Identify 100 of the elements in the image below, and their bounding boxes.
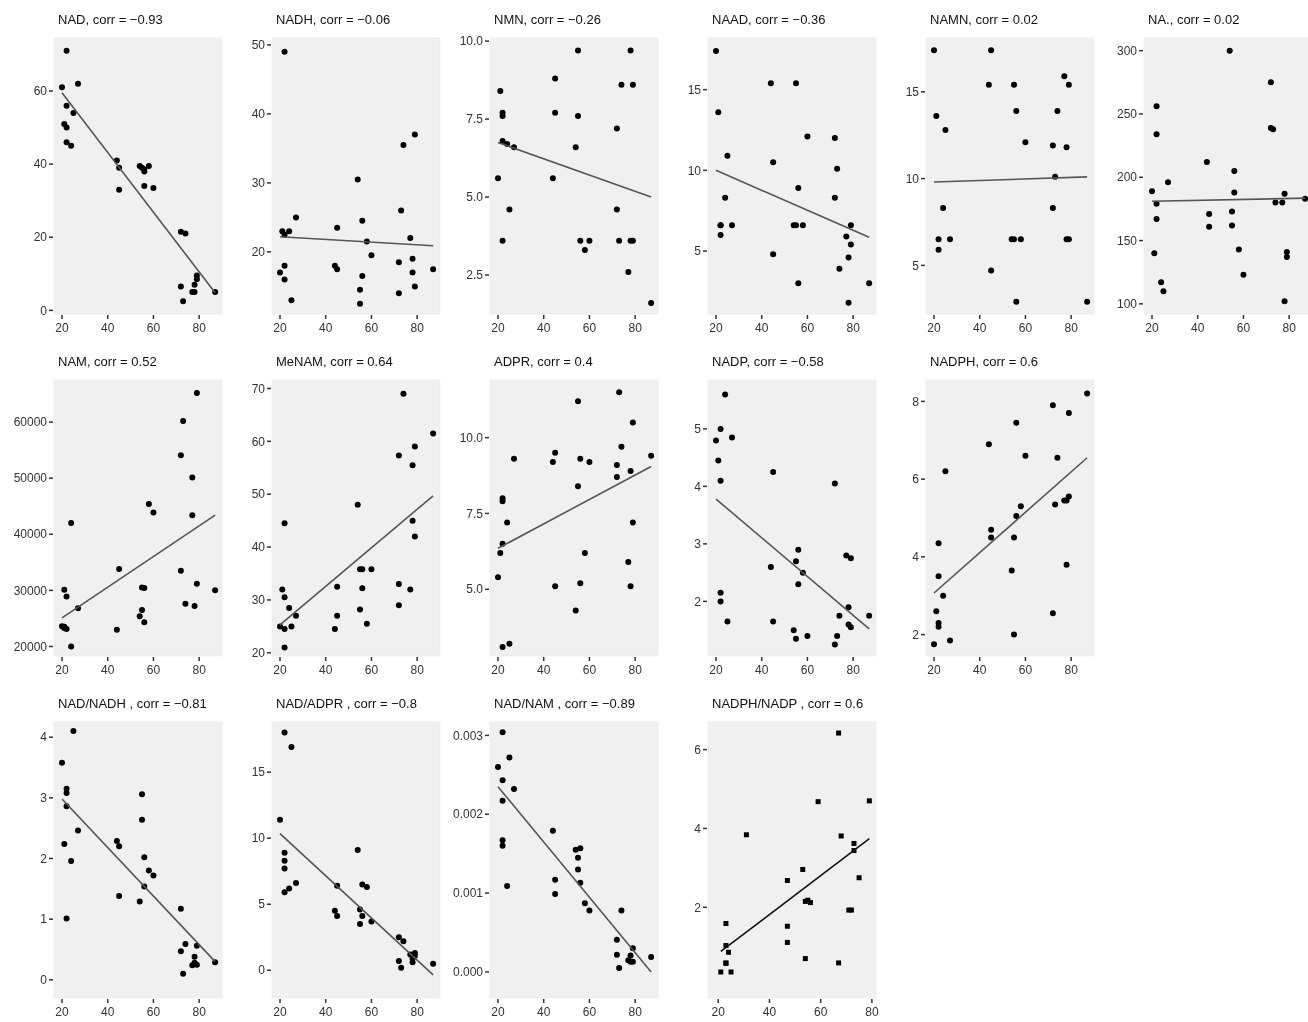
x-tick-label: 60 bbox=[582, 663, 597, 677]
y-tick-label: 40 bbox=[251, 107, 266, 122]
y-tick-label: 5 bbox=[912, 258, 920, 273]
chart-title: NADH, corr = −0.06 bbox=[276, 12, 391, 27]
y-tick-label: 5.0 bbox=[466, 190, 484, 205]
y-tick-label: 15 bbox=[251, 765, 266, 780]
y-tick-label: 4 bbox=[694, 479, 702, 494]
chart-title: MeNAM, corr = 0.64 bbox=[276, 354, 393, 369]
y-tick-label: 4 bbox=[912, 550, 920, 565]
x-tick-label: 20 bbox=[55, 1005, 69, 1019]
y-tick-label: 5.0 bbox=[466, 582, 484, 597]
x-tick-label: 40 bbox=[537, 321, 551, 335]
x-tick-label: 20 bbox=[273, 663, 287, 677]
x-tick-label: 40 bbox=[755, 321, 769, 335]
x-tick-label: 20 bbox=[491, 663, 505, 677]
x-tick-label: 60 bbox=[1236, 321, 1251, 335]
y-tick-label: 10.0 bbox=[459, 430, 484, 445]
y-tick-label: 1 bbox=[40, 912, 48, 927]
x-tick-label: 60 bbox=[146, 321, 161, 335]
x-tick-label: 40 bbox=[762, 1005, 777, 1019]
x-tick-label: 40 bbox=[755, 663, 769, 677]
y-tick-label: 0 bbox=[40, 973, 48, 987]
y-tick-label: 2 bbox=[912, 627, 920, 642]
x-tick-label: 80 bbox=[1064, 663, 1079, 677]
y-tick-label: 2 bbox=[694, 594, 702, 609]
y-tick-label: 60000 bbox=[13, 415, 48, 430]
y-tick-label: 2 bbox=[694, 900, 702, 915]
x-tick-label: 40 bbox=[101, 321, 115, 335]
y-tick-label: 0.003 bbox=[452, 728, 484, 743]
x-tick-label: 40 bbox=[973, 321, 987, 335]
y-tick-label: 40 bbox=[33, 157, 48, 172]
y-tick-label: 8 bbox=[912, 394, 920, 409]
x-tick-label: 60 bbox=[582, 321, 597, 335]
chart-title: NAMN, corr = 0.02 bbox=[930, 12, 1039, 27]
x-tick-label: 40 bbox=[319, 663, 333, 677]
chart-title: NAM, corr = 0.52 bbox=[58, 354, 157, 369]
chart-title: NADPH/NADP , corr = 0.6 bbox=[712, 696, 864, 711]
x-tick-label: 80 bbox=[192, 663, 207, 677]
y-tick-label: 6 bbox=[912, 472, 920, 487]
x-tick-label: 20 bbox=[491, 321, 505, 335]
y-tick-label: 4 bbox=[40, 730, 48, 745]
y-tick-label: 2.5 bbox=[466, 268, 484, 283]
x-tick-label: 80 bbox=[846, 663, 861, 677]
x-tick-label: 80 bbox=[628, 321, 643, 335]
x-tick-label: 80 bbox=[846, 321, 861, 335]
x-tick-label: 60 bbox=[364, 1005, 379, 1019]
x-tick-label: 40 bbox=[319, 1005, 333, 1019]
x-tick-label: 60 bbox=[146, 663, 161, 677]
y-tick-label: 60 bbox=[33, 84, 48, 99]
x-tick-label: 60 bbox=[582, 1005, 597, 1019]
chart-title: NAD, corr = −0.93 bbox=[58, 12, 163, 27]
y-tick-label: 20000 bbox=[13, 639, 48, 654]
y-tick-label: 40000 bbox=[13, 527, 48, 542]
x-tick-label: 60 bbox=[800, 321, 815, 335]
x-tick-label: 60 bbox=[800, 663, 815, 677]
y-tick-label: 150 bbox=[1116, 233, 1138, 248]
y-tick-label: 70 bbox=[251, 381, 266, 396]
chart-title: NA., corr = 0.02 bbox=[1148, 12, 1240, 27]
x-tick-label: 20 bbox=[711, 1005, 726, 1019]
x-tick-label: 60 bbox=[1018, 663, 1033, 677]
y-tick-label: 0 bbox=[40, 303, 48, 318]
chart-title: ADPR, corr = 0.4 bbox=[494, 354, 593, 369]
x-tick-label: 20 bbox=[273, 321, 287, 335]
x-tick-label: 60 bbox=[1018, 321, 1033, 335]
y-tick-label: 10 bbox=[251, 831, 266, 846]
y-tick-label: 50 bbox=[251, 487, 266, 502]
y-tick-label: 30 bbox=[251, 176, 266, 191]
x-tick-label: 20 bbox=[927, 663, 941, 677]
x-tick-label: 80 bbox=[410, 321, 425, 335]
y-tick-label: 60 bbox=[251, 434, 266, 449]
y-tick-label: 30 bbox=[251, 593, 266, 608]
y-tick-label: 7.5 bbox=[466, 112, 484, 127]
x-tick-label: 40 bbox=[1191, 321, 1205, 335]
x-tick-label: 40 bbox=[537, 663, 551, 677]
y-tick-label: 20 bbox=[33, 230, 48, 245]
x-tick-label: 20 bbox=[1145, 321, 1159, 335]
x-tick-label: 20 bbox=[709, 663, 723, 677]
y-tick-label: 15 bbox=[905, 85, 920, 100]
x-tick-label: 80 bbox=[628, 663, 643, 677]
chart-title: NMN, corr = −0.26 bbox=[494, 12, 601, 27]
x-tick-label: 20 bbox=[709, 321, 723, 335]
x-tick-label: 40 bbox=[101, 663, 115, 677]
y-tick-label: 5 bbox=[694, 244, 702, 259]
x-tick-label: 80 bbox=[192, 321, 207, 335]
y-tick-label: 20 bbox=[251, 245, 266, 260]
y-tick-label: 5 bbox=[694, 422, 702, 437]
y-tick-label: 10.0 bbox=[459, 34, 484, 49]
y-tick-label: 2 bbox=[40, 851, 48, 866]
x-tick-label: 60 bbox=[364, 321, 379, 335]
x-tick-label: 40 bbox=[319, 321, 333, 335]
chart-title: NADPH, corr = 0.6 bbox=[930, 354, 1039, 369]
x-tick-label: 20 bbox=[927, 321, 941, 335]
y-tick-label: 7.5 bbox=[466, 506, 484, 521]
y-tick-label: 30000 bbox=[13, 583, 48, 598]
x-tick-label: 20 bbox=[55, 321, 69, 335]
y-tick-label: 5 bbox=[258, 897, 266, 912]
x-tick-label: 20 bbox=[491, 1005, 505, 1019]
x-tick-label: 80 bbox=[1282, 321, 1297, 335]
y-tick-label: 0.001 bbox=[452, 886, 484, 901]
x-tick-label: 80 bbox=[628, 1005, 643, 1019]
